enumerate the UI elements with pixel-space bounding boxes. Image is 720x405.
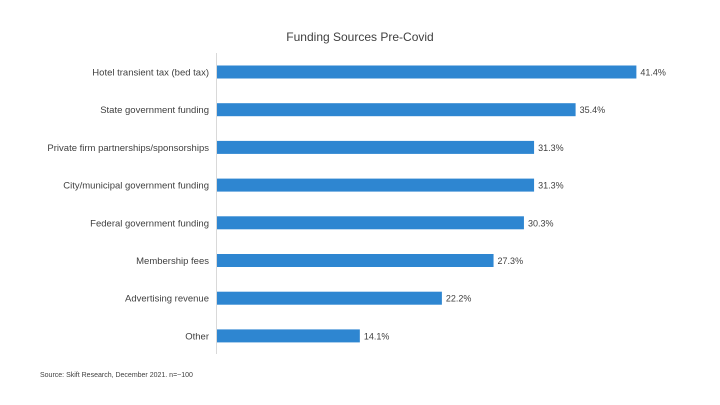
category-label: Membership fees [136,256,209,267]
bar [217,103,576,117]
bar [217,329,360,343]
data-label: 14.1% [364,331,390,341]
bar [217,65,637,79]
bar [217,254,494,267]
category-label: Other [185,331,209,342]
data-label: 27.3% [498,256,524,266]
category-label: Private firm partnerships/sponsorships [47,143,209,154]
category-label: Federal government funding [90,218,209,229]
data-label: 35.4% [580,105,606,115]
category-label: Hotel transient tax (bed tax) [92,68,209,79]
bar [217,216,524,230]
data-label: 22.2% [446,294,472,304]
category-label: State government funding [100,105,209,116]
bar [217,178,535,192]
bar [217,291,442,305]
bar [217,140,535,154]
chart-title: Funding Sources Pre-Covid [286,30,434,44]
data-label: 30.3% [528,218,554,228]
category-label: Advertising revenue [125,294,209,305]
data-label: 31.3% [538,181,564,191]
bars-layer: Hotel transient tax (bed tax) 41.4% State … [47,65,666,343]
data-label: 41.4% [640,68,666,78]
data-label: 31.3% [538,143,564,153]
category-label: City/municipal government funding [63,181,209,192]
source-note: Source: Skift Research, December 2021. n… [40,372,193,379]
